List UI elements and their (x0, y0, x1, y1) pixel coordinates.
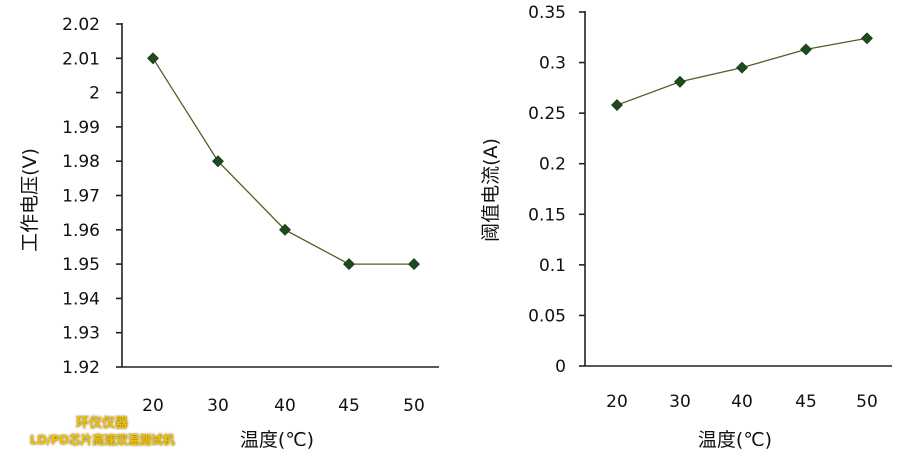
watermark: 环仪仪器 LD/PD芯片高速双温测试机 (8, 415, 196, 449)
x-axis-title: 温度(℃) (698, 429, 772, 451)
y-axis-title-group: 阈值电流(A) (480, 138, 502, 242)
data-point-marker (861, 32, 873, 45)
y-tick-label: 0.2 (539, 155, 566, 175)
watermark-line-2: LD/PD芯片高速双温测试机 (29, 433, 175, 447)
x-tick-label: 40 (274, 396, 296, 416)
data-point-marker (212, 155, 224, 168)
y-tick-label: 1.96 (62, 221, 100, 241)
y-tick-label: 2.01 (62, 49, 100, 69)
data-point-marker (674, 75, 686, 88)
y-tick-label: 1.97 (62, 187, 100, 207)
x-tick-label: 30 (207, 396, 229, 416)
y-tick-label: 0.3 (539, 54, 566, 74)
y-tick-label: 1.98 (62, 152, 100, 172)
x-axis-title: 温度(℃) (240, 429, 314, 451)
chart-left-working-voltage: 工作电压(V) 温度(℃) 2.02 2.01 2 1.99 1.98 1.97 1.96 1… (19, 15, 439, 451)
data-point-marker (279, 223, 291, 236)
y-tick-label: 2 (89, 84, 100, 104)
y-tick-label: 1.95 (62, 255, 100, 275)
y-axis-title: 阈值电流(A) (480, 138, 502, 242)
y-tick-label: 1.94 (62, 289, 100, 309)
y-tick-label: 1.93 (62, 324, 100, 344)
y-tick-label: 0.25 (528, 104, 566, 124)
x-tick-label: 50 (403, 396, 425, 416)
x-tick-label: 45 (795, 392, 817, 412)
data-point-marker (611, 99, 623, 111)
y-tick-label: 2.02 (62, 15, 100, 35)
x-tick-label: 50 (856, 392, 878, 412)
data-point-marker (736, 61, 748, 74)
y-tick-label: 0.1 (539, 256, 566, 276)
y-tick-label: 0 (555, 357, 566, 377)
chart-right-threshold-current: 阈值电流(A) 温度(℃) 0.35 0.3 0.25 0.2 0.15 0.1 0.05 0… (480, 3, 892, 451)
y-axis-title-group: 工作电压(V) (19, 148, 41, 252)
x-tick-label: 30 (669, 392, 691, 412)
x-tick-label: 40 (731, 392, 753, 412)
x-tick-label: 45 (338, 396, 360, 416)
x-tick-label: 20 (606, 392, 628, 412)
data-point-marker (343, 258, 355, 271)
y-tick-label: 0.05 (528, 306, 566, 326)
y-tick-label: 0.35 (528, 3, 566, 23)
data-point-marker (408, 258, 420, 271)
y-axis-title: 工作电压(V) (19, 148, 41, 252)
x-tick-label: 20 (142, 396, 164, 416)
data-point-marker (147, 52, 159, 65)
watermark-line-1: 环仪仪器 (75, 416, 128, 431)
y-tick-label: 0.15 (528, 205, 566, 225)
y-tick-label: 1.99 (62, 118, 100, 138)
y-tick-label: 1.92 (62, 358, 100, 378)
data-point-marker (800, 43, 812, 56)
